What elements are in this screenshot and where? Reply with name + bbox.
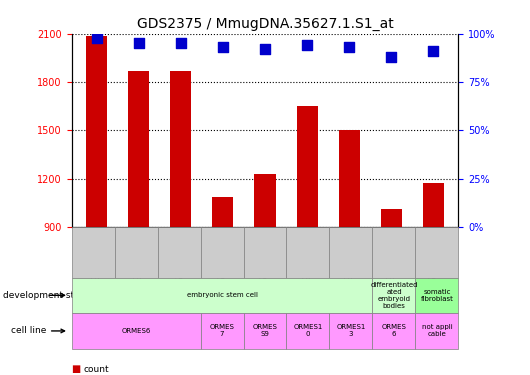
Text: count: count bbox=[83, 365, 109, 374]
Bar bbox=[128, 71, 149, 227]
Text: embryonic stem cell: embryonic stem cell bbox=[187, 292, 258, 298]
Bar bbox=[254, 174, 276, 227]
Text: ORMES
6: ORMES 6 bbox=[382, 324, 407, 338]
Bar bbox=[213, 197, 233, 227]
Bar bbox=[423, 183, 444, 227]
Text: development stage: development stage bbox=[3, 291, 91, 300]
Text: not appli
cable: not appli cable bbox=[421, 324, 452, 338]
Point bbox=[429, 48, 437, 54]
Title: GDS2375 / MmugDNA.35627.1.S1_at: GDS2375 / MmugDNA.35627.1.S1_at bbox=[137, 17, 393, 32]
Bar bbox=[86, 36, 107, 227]
Text: ORMES
7: ORMES 7 bbox=[209, 324, 234, 338]
Bar bbox=[297, 106, 317, 227]
Point bbox=[261, 46, 269, 52]
Text: differentiated
ated
embryoid
bodies: differentiated ated embryoid bodies bbox=[370, 282, 418, 309]
Point bbox=[219, 44, 227, 50]
Point bbox=[93, 34, 101, 40]
Point bbox=[387, 54, 395, 60]
Text: cell line: cell line bbox=[11, 326, 65, 335]
Point bbox=[303, 42, 311, 48]
Text: ORMES6: ORMES6 bbox=[121, 328, 151, 334]
Text: ORMES
S9: ORMES S9 bbox=[253, 324, 277, 338]
Text: ■: ■ bbox=[72, 364, 81, 374]
Text: somatic
fibroblast: somatic fibroblast bbox=[420, 289, 453, 302]
Bar bbox=[170, 71, 191, 227]
Text: ORMES1
0: ORMES1 0 bbox=[293, 324, 323, 338]
Point bbox=[135, 40, 143, 46]
Point bbox=[345, 44, 354, 50]
Bar bbox=[381, 209, 402, 227]
Text: ORMES1
3: ORMES1 3 bbox=[337, 324, 366, 338]
Bar bbox=[339, 130, 360, 227]
Point bbox=[176, 40, 185, 46]
